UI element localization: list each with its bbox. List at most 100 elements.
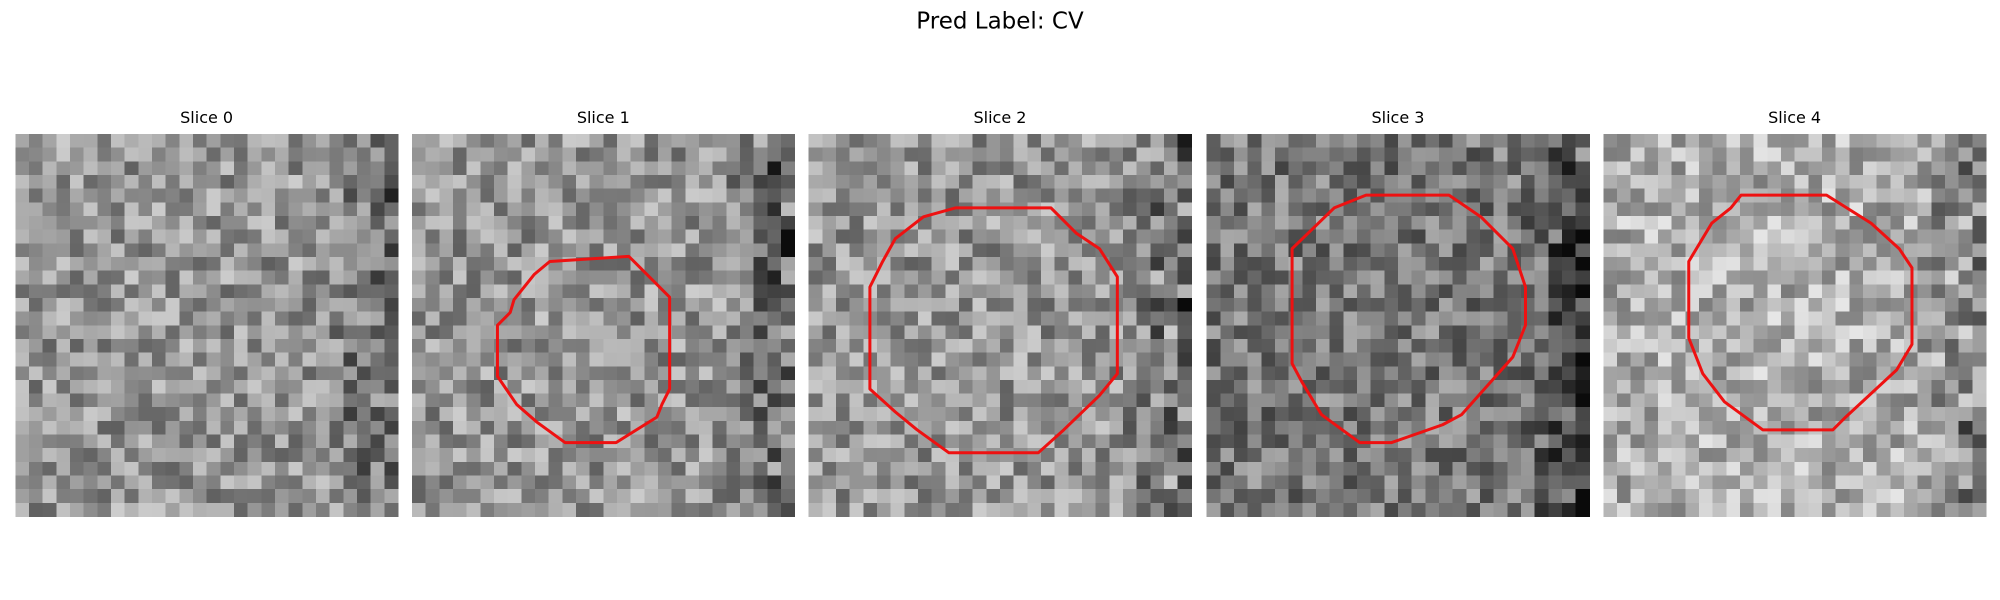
pixel	[28, 420, 44, 436]
pixel	[1685, 461, 1700, 477]
pixel	[1027, 147, 1042, 162]
pixel	[288, 270, 303, 285]
pixel	[630, 489, 645, 504]
pixel	[808, 366, 823, 381]
pixel	[780, 174, 796, 190]
pixel	[1931, 215, 1946, 231]
pixel	[603, 393, 618, 408]
pixel	[1397, 379, 1413, 395]
pixel	[15, 475, 30, 490]
pixel	[657, 434, 673, 449]
pixel	[835, 147, 851, 162]
pixel	[1603, 256, 1618, 272]
pixel	[534, 448, 550, 463]
pixel	[1466, 284, 1481, 299]
pixel	[1753, 161, 1768, 176]
pixel	[1534, 161, 1549, 176]
pixel	[1466, 407, 1481, 422]
pixel	[644, 215, 659, 231]
pixel	[863, 188, 878, 203]
pixel	[822, 270, 837, 285]
pixel	[753, 297, 768, 313]
pixel	[1466, 147, 1481, 162]
pixel	[1767, 420, 1782, 436]
pixel	[1644, 202, 1659, 217]
pixel	[917, 270, 933, 285]
pixel	[370, 338, 385, 354]
pixel	[739, 174, 755, 190]
pixel	[945, 475, 960, 490]
pixel	[206, 475, 221, 490]
pixel	[589, 133, 604, 149]
pixel	[1575, 352, 1590, 367]
pixel	[849, 202, 864, 217]
pixel	[1302, 256, 1317, 272]
pixel	[1849, 475, 1864, 490]
pixel	[753, 188, 768, 203]
pixel	[1040, 270, 1056, 285]
pixel	[835, 174, 851, 190]
pixel	[466, 161, 481, 176]
pixel	[480, 393, 495, 408]
pixel	[1862, 338, 1878, 354]
pixel	[863, 407, 878, 422]
pixel	[370, 161, 385, 176]
pixel	[999, 338, 1015, 354]
pixel	[247, 284, 262, 299]
pixel	[1917, 502, 1932, 518]
pixel	[780, 325, 796, 340]
pixel	[890, 202, 905, 217]
pixel	[480, 174, 495, 190]
pixel	[1397, 147, 1413, 162]
pixel	[1452, 461, 1467, 477]
pixel	[411, 147, 427, 162]
pixel	[1753, 215, 1768, 231]
pixel	[1835, 434, 1850, 449]
pixel	[261, 215, 276, 231]
pixel	[28, 325, 44, 340]
pixel	[780, 284, 796, 299]
pixel	[110, 147, 126, 162]
pixel	[110, 133, 126, 149]
pixel	[548, 502, 563, 518]
pixel	[575, 270, 591, 285]
contour	[868, 206, 1119, 455]
pixel	[1493, 379, 1508, 395]
pixel	[1739, 434, 1755, 449]
panel-title: Slice 1	[577, 108, 630, 127]
pixel	[452, 325, 468, 340]
pixel	[15, 202, 30, 217]
pixel	[247, 434, 262, 449]
pixel	[712, 188, 727, 203]
pixel	[904, 393, 919, 408]
pixel	[1712, 311, 1727, 326]
pixel	[562, 202, 577, 217]
pixel	[1150, 188, 1165, 203]
pixel	[1220, 215, 1235, 231]
pixel	[110, 229, 126, 244]
pixel	[1657, 448, 1673, 463]
pixel	[384, 352, 399, 367]
pixel	[42, 147, 57, 162]
pixel	[1220, 352, 1235, 367]
pixel	[1972, 475, 1987, 490]
pixel	[904, 243, 919, 258]
pixel	[1657, 502, 1673, 518]
pixel	[1862, 434, 1878, 449]
pixel	[712, 366, 727, 381]
pixel	[698, 420, 714, 436]
pixel	[192, 161, 208, 176]
pixel	[890, 338, 905, 354]
figure-title: Pred Label: CV	[916, 9, 1084, 35]
pixel	[1726, 147, 1741, 162]
pixel	[1315, 297, 1331, 313]
pixel	[1780, 461, 1796, 477]
pixel	[657, 202, 673, 217]
pixel	[384, 133, 399, 149]
pixel	[1206, 379, 1221, 395]
pixel	[1493, 393, 1508, 408]
pixel	[165, 161, 180, 176]
pixel	[1054, 325, 1069, 340]
pixel	[274, 243, 290, 258]
pixel	[1821, 243, 1837, 258]
